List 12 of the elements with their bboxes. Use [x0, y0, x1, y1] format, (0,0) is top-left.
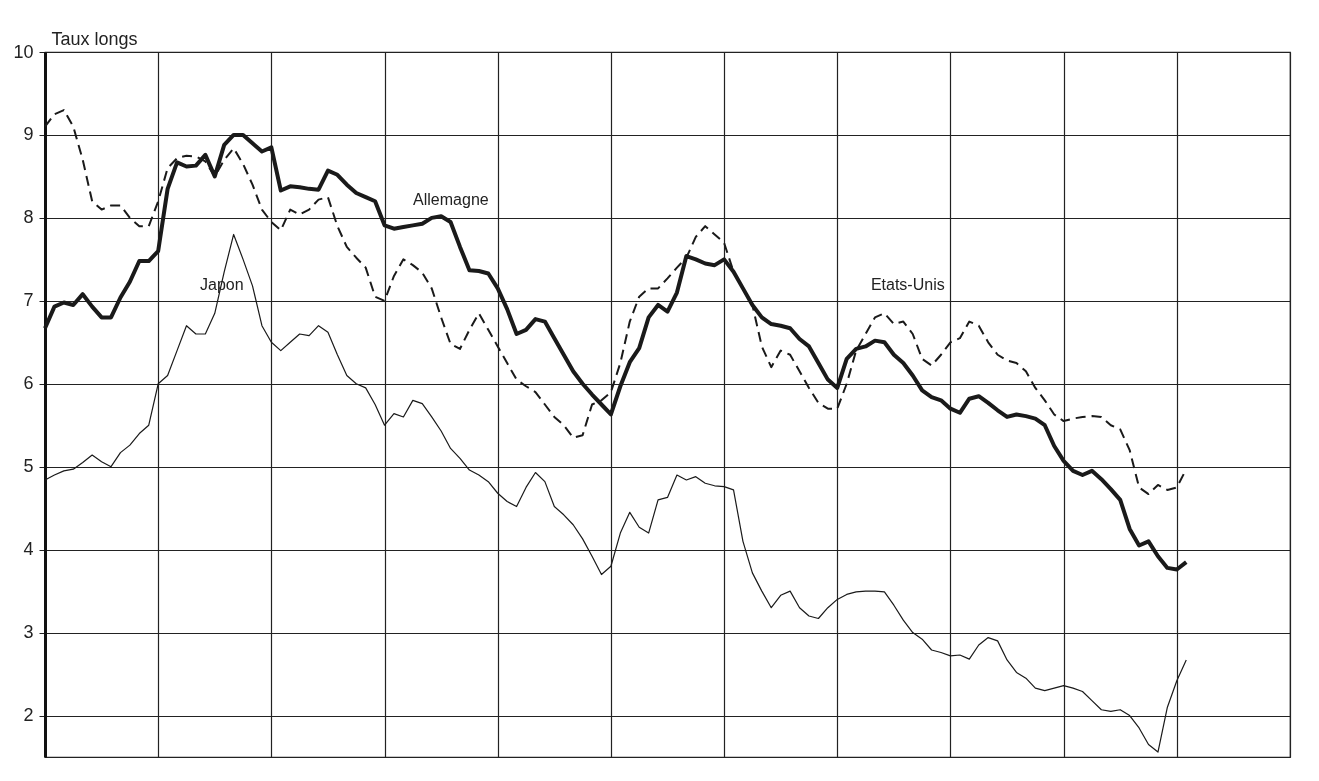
y-tick-label: 9 — [23, 124, 34, 145]
y-tick-label: 4 — [23, 539, 34, 560]
y-tick-label: 5 — [23, 456, 34, 477]
y-axis-title: Taux longs — [51, 28, 138, 49]
y-tick-label: 3 — [23, 622, 34, 643]
y-tick-label: 6 — [23, 373, 34, 394]
annotation: Etats-Unis — [870, 275, 945, 293]
y-tick-label: 8 — [23, 207, 34, 228]
y-tick-label: 7 — [23, 290, 34, 311]
y-tick-label: 2 — [23, 705, 34, 726]
annotation: Allemagne — [413, 191, 489, 209]
y-tick-label: 10 — [13, 41, 34, 62]
